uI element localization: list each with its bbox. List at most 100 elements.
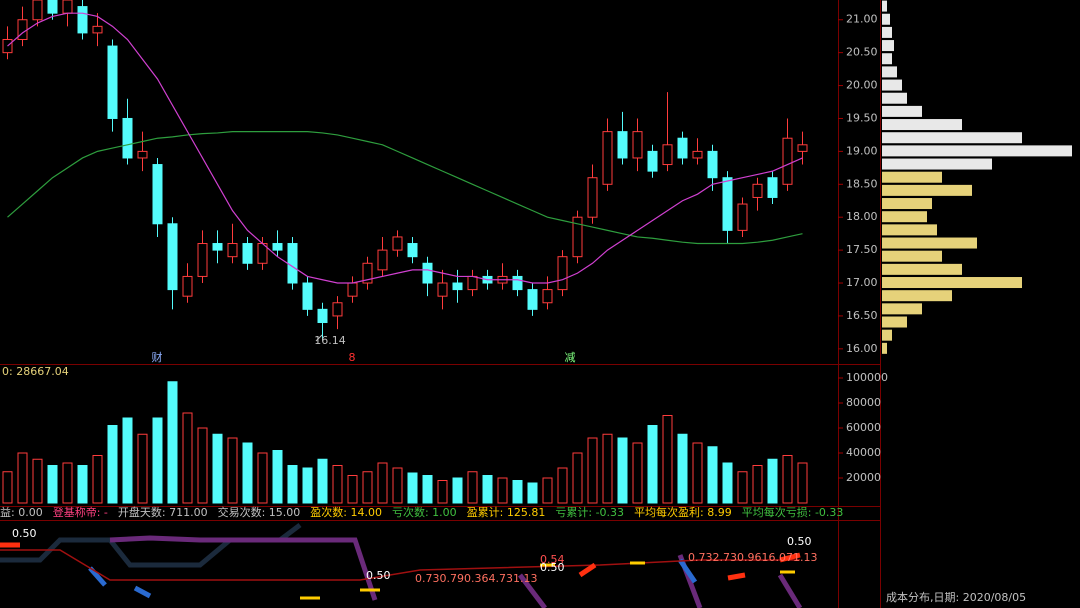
candle-body (347, 282, 358, 297)
volume-bar (617, 437, 628, 504)
candle-body (632, 131, 643, 159)
candle-body (362, 262, 373, 284)
indicator-label: 0.54 (540, 553, 565, 566)
cost-bar (882, 66, 897, 78)
cost-bar (882, 40, 894, 52)
stat: 盈累计: 125.81 (467, 506, 546, 519)
candle-body (122, 117, 133, 159)
cost-bar (882, 342, 887, 354)
cost-bar (882, 26, 892, 38)
candle-body (392, 236, 403, 251)
indicator-label: 0.50 (12, 527, 37, 540)
cost-bar (882, 250, 942, 262)
stat: 开盘天数: 711.00 (118, 505, 208, 519)
volume-bar (242, 442, 253, 504)
volume-bar (77, 465, 88, 504)
volume-bar (332, 465, 343, 504)
cost-bar (882, 53, 892, 65)
volume-bar (47, 465, 58, 504)
indicator-label: 0.732.730.9616.071.13 (688, 551, 817, 564)
candle-body (227, 243, 238, 258)
volume-bar (92, 455, 103, 504)
cost-bar (882, 119, 962, 131)
volume-bar (167, 381, 178, 504)
volume-bar (647, 425, 658, 504)
candle-body (602, 131, 613, 185)
volume-title: 0: 28667.04 (2, 365, 69, 378)
indicator-label: 0.50 (787, 535, 812, 548)
candle-body (377, 249, 388, 271)
candle-body (152, 164, 163, 225)
candle-body (452, 282, 463, 291)
volume-bar (287, 465, 298, 504)
candle-body (317, 308, 328, 324)
candle-body (302, 282, 313, 310)
volume-bar (17, 452, 28, 504)
volume-bar (302, 467, 313, 504)
cost-bar (882, 184, 972, 196)
candle-body (137, 150, 148, 159)
volume-bar (737, 471, 748, 504)
y-tick-label: 19.50 (846, 111, 878, 124)
candle-body (212, 243, 223, 251)
ma-line (7, 131, 803, 245)
volume-bar (227, 437, 238, 504)
candle-body (197, 243, 208, 277)
volume-bar (467, 471, 478, 504)
y-tick-label: 20.50 (846, 46, 878, 59)
y-tick-label: 16.50 (846, 309, 878, 322)
y-tick-label: 17.50 (846, 243, 878, 256)
volume-bar (557, 467, 568, 504)
stat: 亏次数: 1.00 (392, 505, 457, 519)
cost-bar (882, 105, 922, 117)
volume-bar (212, 433, 223, 504)
cost-bar (882, 277, 1022, 289)
candle-body (692, 150, 703, 159)
volume-bar (122, 417, 133, 504)
y-tick-label: 40000 (846, 446, 881, 459)
volume-bar (2, 471, 13, 504)
volume-bar (107, 425, 118, 504)
y-tick-label: 20000 (846, 471, 881, 484)
candle-body (587, 177, 598, 218)
candle-body (707, 150, 718, 179)
volume-bar (452, 477, 463, 504)
y-tick-label: 60000 (846, 421, 881, 434)
volume-bar (692, 442, 703, 504)
ma-line (7, 12, 803, 284)
candle-body (512, 275, 523, 291)
candle-body (272, 243, 283, 251)
volume-bar (197, 427, 208, 504)
y-tick-label: 100000 (846, 371, 888, 384)
volume-bar (662, 415, 673, 504)
candle-body (287, 243, 298, 284)
cost-bar (882, 329, 892, 341)
volume-bar (602, 433, 613, 504)
y-tick-label: 19.00 (846, 144, 878, 157)
annotation: 减 (565, 351, 576, 364)
cost-bar (882, 263, 962, 275)
cost-bar (882, 132, 1022, 144)
cost-bar (882, 303, 922, 315)
stat: 亏累计: -0.33 (555, 506, 624, 519)
cost-bar (882, 92, 907, 104)
volume-bar (347, 475, 358, 504)
stat: 盈次数: 14.00 (310, 505, 382, 519)
volume-bar (707, 446, 718, 504)
candle-body (467, 275, 478, 291)
candle-body (617, 131, 628, 159)
volume-bar (527, 482, 538, 504)
candle-body (182, 275, 193, 297)
candle-body (797, 144, 808, 152)
candle-body (407, 243, 418, 258)
y-tick-label: 20.00 (846, 79, 878, 92)
cost-bar (882, 290, 952, 302)
volume-bar (437, 480, 448, 504)
y-tick-label: 17.00 (846, 276, 878, 289)
y-tick-label: 21.00 (846, 13, 878, 26)
volume-bar (587, 437, 598, 504)
cost-bar (882, 79, 902, 91)
volume-bar (362, 471, 373, 504)
volume-bar (32, 458, 43, 504)
